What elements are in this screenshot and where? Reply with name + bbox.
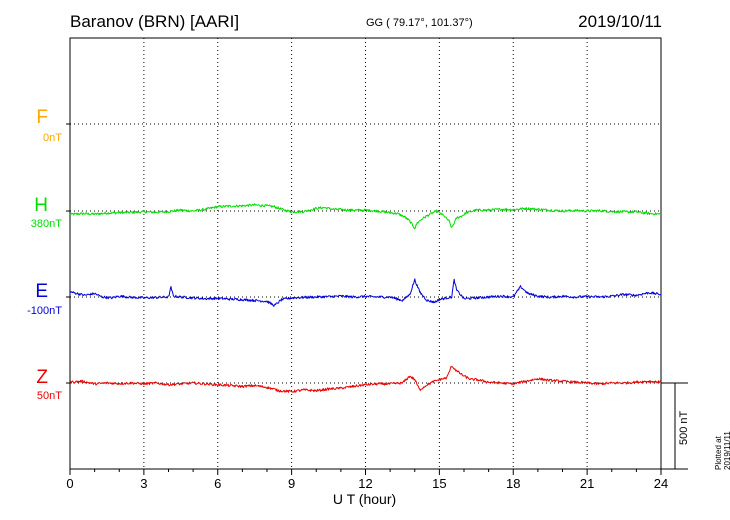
- coordinates-label: GG ( 79.17°, 101.37°): [366, 17, 473, 29]
- x-tick-label: 12: [358, 476, 372, 491]
- date-label: 2019/10/11: [578, 12, 662, 31]
- component-f-label: F: [36, 107, 48, 128]
- series-line-e: [69, 278, 662, 307]
- x-tick-label: 0: [66, 476, 73, 491]
- component-h-baseline: 380nT: [30, 218, 62, 230]
- x-tick-label: 24: [654, 476, 668, 491]
- x-tick-label: 6: [214, 476, 221, 491]
- component-z-label: Z: [36, 367, 48, 388]
- x-tick-label: 21: [580, 476, 594, 491]
- x-tick-label: 3: [140, 476, 147, 491]
- x-tick-label: 15: [432, 476, 446, 491]
- component-f-baseline: 0nT: [43, 132, 62, 144]
- scale-bar-label: 500 nT: [678, 410, 690, 445]
- x-tick-label: 9: [288, 476, 295, 491]
- x-tick-label: 18: [506, 476, 520, 491]
- station-title: Baranov (BRN) [AARI]: [70, 12, 240, 31]
- series-line-z: [69, 365, 662, 393]
- component-e-label: E: [35, 281, 48, 302]
- series-line-h: [69, 203, 662, 230]
- component-h-label: H: [34, 195, 48, 216]
- plotted-timestamp: Plotted at 2019/11/11 01:35 UT: [714, 431, 730, 470]
- component-e-baseline: -100nT: [27, 305, 62, 317]
- component-z-baseline: 50nT: [36, 390, 62, 402]
- x-axis-title: U T (hour): [332, 491, 397, 507]
